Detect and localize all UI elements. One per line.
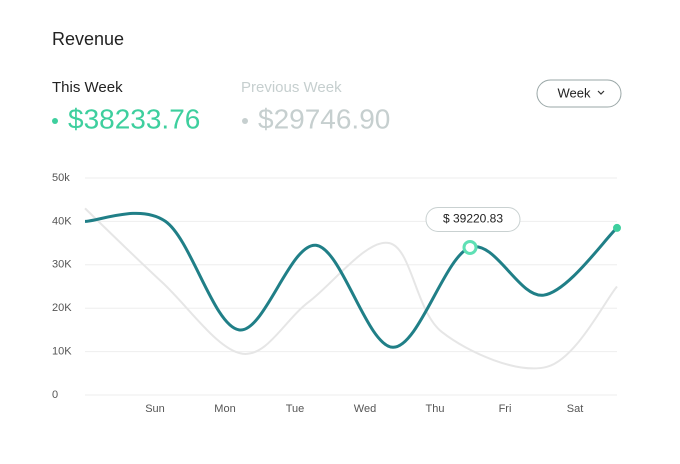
line — [84, 207, 618, 370]
stat-dot — [242, 118, 248, 124]
y-tick-label: 30K — [52, 259, 72, 271]
card-title: Revenue — [52, 29, 124, 49]
tooltip-label: $ 39220.83 — [443, 212, 503, 226]
stat-value: $38233.76 — [68, 103, 200, 134]
tooltip-box — [425, 206, 521, 232]
dropdown[interactable]: Week — [536, 79, 622, 108]
y-tick-label: 0 — [52, 389, 58, 401]
y-tick-label: 10K — [52, 346, 72, 358]
x-tick-label: Tue — [286, 403, 305, 415]
x-tick-label: Sat — [567, 403, 584, 415]
line — [84, 211, 619, 349]
highlight-point — [462, 239, 478, 255]
x-tick-label: Thu — [426, 403, 445, 415]
y-tick-label: 50k — [52, 172, 70, 184]
end-dot — [613, 223, 621, 232]
x-tick-label: Wed — [354, 403, 376, 415]
stat-value: $29746.90 — [258, 103, 390, 134]
dropdown-box[interactable] — [536, 79, 622, 108]
x-tick-label: Fri — [499, 403, 512, 415]
stat-dot — [52, 118, 58, 124]
x-tick-label: Sun — [145, 403, 165, 415]
y-tick-label: 20K — [52, 302, 72, 314]
stat-label: Previous Week — [241, 79, 342, 96]
dropdown-caret — [597, 90, 605, 95]
stat-label: This Week — [52, 79, 123, 96]
y-tick-label: 40K — [52, 215, 72, 227]
x-tick-label: Mon — [214, 403, 235, 415]
dropdown-label[interactable]: Week — [558, 85, 591, 100]
